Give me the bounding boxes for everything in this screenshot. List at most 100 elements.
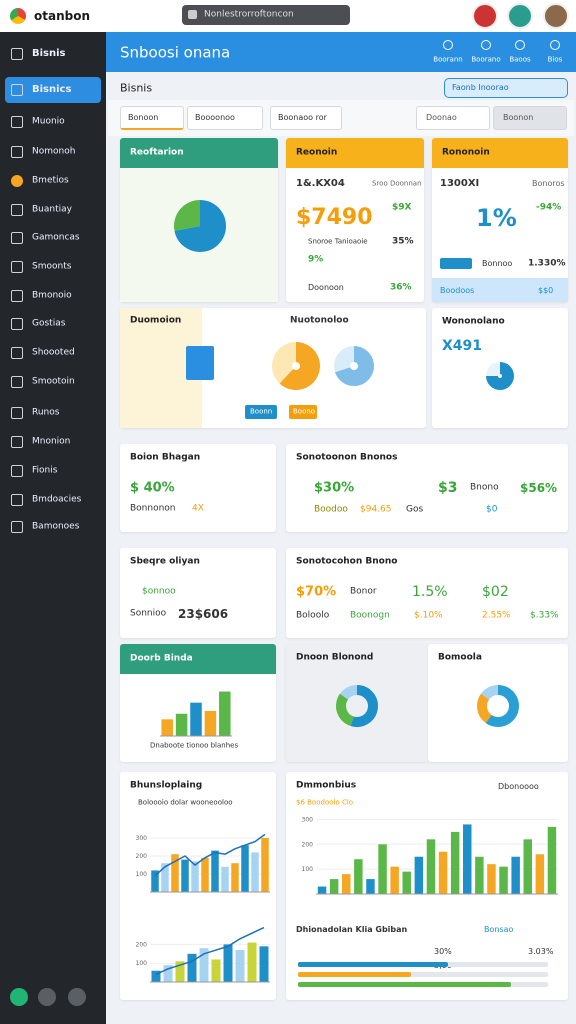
- bar: [190, 702, 202, 736]
- bar: [390, 866, 399, 894]
- action-label[interactable]: Baoos: [509, 55, 531, 64]
- action-icon[interactable]: [515, 40, 525, 50]
- sidebar-button[interactable]: [10, 988, 28, 1006]
- filter-dropdown[interactable]: [270, 106, 342, 130]
- nav-item[interactable]: Gostias: [32, 318, 66, 329]
- nav-item[interactable]: Runos: [32, 407, 60, 418]
- y-tick-label: 200: [136, 853, 148, 860]
- action-icon[interactable]: [550, 40, 560, 50]
- nav-item[interactable]: Bisnis: [32, 48, 66, 59]
- card-title: Reonoin: [296, 147, 338, 158]
- trend-line: [154, 833, 266, 877]
- card: [286, 548, 568, 638]
- nav-item[interactable]: Muonio: [32, 116, 65, 127]
- bar: [151, 970, 161, 982]
- card-title: Bhunsloplaing: [130, 780, 203, 791]
- filter-label[interactable]: Boonon: [503, 113, 534, 122]
- avatar[interactable]: [507, 3, 533, 29]
- card: [120, 444, 276, 532]
- card-text: $.33%: [530, 610, 559, 621]
- nav-item[interactable]: Smootoin: [32, 376, 75, 387]
- filter-label[interactable]: Boooonoo: [195, 113, 235, 122]
- button-label[interactable]: Faonb Inoorao: [452, 83, 509, 92]
- nav-active[interactable]: [5, 77, 101, 103]
- card-text: Dhionadolan Klia Gbiban: [296, 925, 408, 934]
- filter-dropdown[interactable]: [416, 106, 490, 130]
- nav-item[interactable]: Bamonoes: [32, 521, 80, 532]
- bar: [204, 711, 217, 736]
- card-text: Boloooio dolar wooneooloo: [138, 798, 233, 807]
- button[interactable]: [289, 405, 317, 419]
- search-placeholder[interactable]: Nonlestrorroftoncon: [204, 9, 294, 20]
- nav-item[interactable]: Fionis: [32, 465, 58, 476]
- nav-item[interactable]: Bmdoacies: [32, 494, 82, 505]
- action-label[interactable]: Boorann: [433, 55, 463, 64]
- search-icon: [188, 10, 197, 19]
- donut-segment: [340, 685, 358, 700]
- nav-item[interactable]: Mnonion: [32, 436, 71, 447]
- card-header: [286, 138, 424, 168]
- nav-icon: [11, 116, 23, 128]
- filter-dropdown[interactable]: [493, 106, 567, 130]
- nav-item[interactable]: Bisnics: [32, 84, 72, 95]
- sidebar-button[interactable]: [38, 988, 56, 1006]
- card-text: 4X: [192, 503, 204, 514]
- filter-label[interactable]: Doonao: [426, 113, 457, 122]
- donut-segment: [486, 362, 514, 390]
- bar: [199, 948, 209, 982]
- nav-item[interactable]: Nomonoh: [32, 146, 76, 157]
- bar: [499, 866, 508, 894]
- button[interactable]: [245, 405, 277, 419]
- card: [286, 444, 568, 532]
- card-text: 36%: [390, 282, 412, 293]
- bar: [259, 946, 269, 982]
- card-text: Snoroe Tanioaoie: [308, 237, 368, 246]
- filter-dropdown[interactable]: [187, 106, 263, 130]
- page-title: Snboosi onana: [120, 43, 231, 62]
- nav-item[interactable]: Gamoncas: [32, 232, 80, 243]
- action-label[interactable]: Boorano: [471, 55, 501, 64]
- card-title: Rononoin: [442, 147, 490, 158]
- donut-segment: [481, 685, 499, 700]
- bar: [329, 879, 339, 894]
- bar: [211, 959, 221, 982]
- action-label[interactable]: Bios: [547, 55, 563, 64]
- card-text: Doonoon: [308, 283, 344, 292]
- nav-icon: [11, 48, 23, 60]
- nav-item[interactable]: Shoooted: [32, 347, 75, 358]
- chart: [486, 362, 514, 390]
- primary-button[interactable]: [444, 78, 568, 98]
- bar: [211, 850, 219, 892]
- bar: [378, 844, 387, 894]
- filter-label[interactable]: Bonoon: [128, 113, 159, 122]
- avatar[interactable]: [543, 3, 569, 29]
- chart: 100 200: [136, 926, 270, 983]
- header: [106, 32, 576, 72]
- donut-segment: [477, 693, 492, 723]
- nav-icon: [11, 318, 23, 330]
- nav-item[interactable]: Buantiay: [32, 204, 72, 215]
- avatar[interactable]: [472, 3, 498, 29]
- card-text: Boloolo: [296, 610, 330, 621]
- card-text: 35%: [392, 236, 414, 247]
- card-text: $onnoo: [142, 586, 176, 597]
- nav-item[interactable]: Smoonts: [32, 261, 72, 272]
- bar: [354, 859, 363, 894]
- nav-item[interactable]: Bmonoio: [32, 290, 72, 301]
- chart: [334, 346, 374, 386]
- filter-label[interactable]: Boonaoo ror: [278, 113, 327, 122]
- card-text: 1&.KX04: [296, 178, 345, 189]
- card-title: Reoftarion: [130, 147, 184, 158]
- bar: [161, 863, 169, 892]
- filter-dropdown[interactable]: [120, 106, 184, 130]
- y-tick-label: 100: [302, 866, 314, 873]
- card-text: Dbonoooo: [498, 782, 539, 791]
- action-icon[interactable]: [481, 40, 491, 50]
- sidebar-button[interactable]: [68, 988, 86, 1006]
- search-box[interactable]: [182, 5, 350, 25]
- card-text: 1300XI: [440, 178, 480, 189]
- donut-segment: [279, 342, 320, 390]
- nav-item[interactable]: Bmetios: [32, 175, 69, 186]
- card-text: 1.5%: [412, 584, 448, 600]
- action-icon[interactable]: [443, 40, 453, 50]
